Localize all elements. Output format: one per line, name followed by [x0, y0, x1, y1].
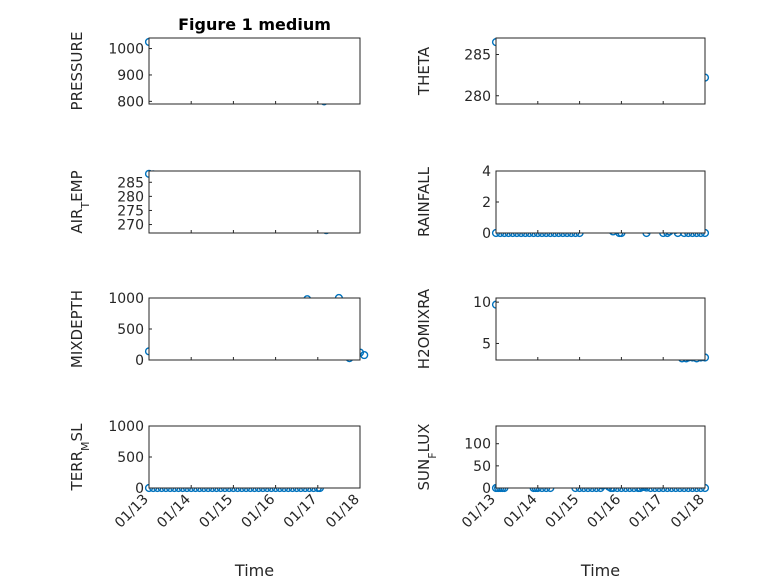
x-tick-label: 01/17	[626, 492, 666, 532]
data-point	[360, 350, 369, 360]
axes-frame	[148, 37, 361, 105]
y-tick-label: 280	[464, 89, 491, 105]
y-axis-label: H2OMIXRA	[415, 288, 433, 369]
subplot-mixdepth: 0 500 1000 MIXDEPTH	[68, 290, 369, 369]
y-tick-label: 0	[482, 226, 491, 242]
y-tick-label: 280	[117, 189, 144, 205]
subplot-pressure: 800 900 1000 PRESSURE	[68, 32, 361, 111]
y-tick-label: 500	[117, 450, 144, 466]
y-axis-label: RAINFALL	[415, 166, 433, 237]
y-axis-label: SUNFLUX	[415, 424, 439, 491]
x-tick-label: 01/14	[501, 491, 541, 531]
subplot-terr-msl: 0 500 1000 TERRMSL 01/13 01/14 01/15 01/16 01/17…	[68, 419, 363, 580]
axes-frame	[148, 297, 361, 361]
y-tick-label: 5	[482, 336, 491, 352]
y-axis-label: THETA	[415, 46, 433, 96]
y-tick-label: 50	[473, 459, 491, 475]
axes-frame	[495, 170, 706, 234]
y-tick-label: 1000	[108, 419, 144, 435]
y-tick-label: 2	[482, 195, 491, 211]
y-axis-label: MIXDEPTH	[68, 290, 86, 368]
y-tick-label: 1000	[108, 291, 144, 307]
y-axis-label: TERRMSL	[68, 423, 92, 492]
y-axis-label: PRESSURE	[68, 32, 86, 111]
y-tick-label: 1000	[108, 42, 144, 58]
x-axis-label: Time	[580, 561, 620, 580]
x-tick-label: 01/13	[112, 492, 152, 532]
x-tick-label: 01/15	[543, 492, 583, 532]
y-tick-label: 0	[135, 353, 144, 369]
y-tick-label: 0	[482, 481, 491, 497]
y-axis-label: AIRTEMP	[68, 170, 92, 233]
x-tick-label: 01/17	[281, 492, 321, 532]
x-tick-label: 01/16	[584, 491, 624, 531]
x-tick-label: 01/18	[323, 492, 363, 532]
axes-frame	[148, 425, 361, 489]
y-tick-label: 4	[482, 164, 491, 180]
y-tick-label: 285	[117, 175, 144, 191]
y-tick-label: 900	[117, 68, 144, 84]
figure-title: Figure 1 medium	[178, 15, 331, 34]
y-tick-label: 800	[117, 94, 144, 110]
x-axis-label: Time	[234, 561, 274, 580]
y-tick-label: 0	[135, 481, 144, 497]
subplot-h2omixra: 5 10 H2OMIXRA	[415, 288, 710, 369]
x-tick-label: 01/13	[459, 492, 499, 532]
subplot-sun-flux: 0 50 100 SUNFLUX 01/13 01/14 01/15 01/16 01/17 01…	[415, 424, 710, 580]
subplot-rainfall: 0 2 4 RAINFALL	[415, 164, 710, 242]
x-tick-label: 01/16	[239, 491, 279, 531]
y-tick-label: 10	[473, 295, 491, 311]
x-tick-label: 01/18	[668, 492, 708, 532]
axes-frame	[148, 170, 361, 234]
axes-frame	[495, 425, 706, 489]
subplot-theta: 280 285 THETA	[415, 37, 710, 105]
x-tick-label: 01/14	[154, 491, 194, 531]
y-tick-label: 500	[117, 322, 144, 338]
y-tick-label: 270	[117, 218, 144, 234]
axes-frame	[495, 37, 706, 105]
y-tick-label: 285	[464, 48, 491, 64]
y-tick-label: 275	[117, 203, 144, 219]
x-tick-label: 01/15	[196, 492, 236, 532]
y-tick-label: 100	[464, 437, 491, 453]
axes-frame	[495, 297, 706, 361]
